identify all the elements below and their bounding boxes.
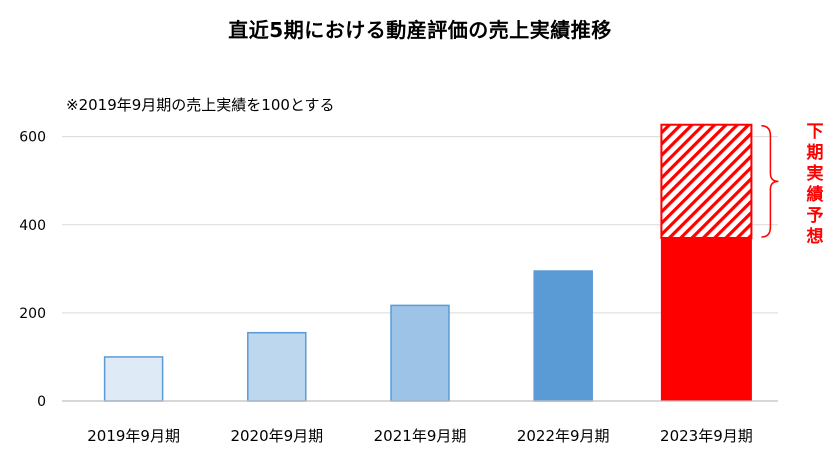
chart-note: ※2019年9月期の売上実績を100とする (66, 96, 335, 114)
annotation (761, 124, 779, 238)
y-tick-label: 400 (19, 218, 46, 234)
x-tick-label: 2022年9月期 (517, 427, 610, 445)
y-tick-label: 200 (19, 306, 46, 322)
bar (247, 331, 307, 402)
forecast-annotation-char: 実 (806, 164, 824, 184)
bar (390, 304, 450, 402)
x-tick-label: 2019年9月期 (87, 427, 180, 445)
bar-forecast-segment (660, 123, 753, 239)
forecast-annotation-label: 下期実績予想 (798, 122, 832, 248)
forecast-annotation-char: 想 (806, 227, 824, 247)
bars (103, 123, 753, 402)
x-tick-label: 2020年9月期 (230, 427, 323, 445)
forecast-annotation-char: 予 (806, 206, 824, 226)
x-tick-label: 2023年9月期 (660, 427, 753, 445)
axes: 0 200 400 600 2019年9月期 2020年9月期 2021年9月期 2022年9… (19, 130, 778, 445)
bar (533, 270, 593, 402)
forecast-annotation-char: 期 (806, 143, 824, 163)
forecast-annotation-char: 下 (806, 122, 824, 142)
bar (660, 237, 752, 402)
forecast-brace (761, 124, 779, 238)
y-tick-label: 600 (19, 130, 46, 146)
forecast-annotation-char: 績 (806, 185, 824, 205)
chart-title: 直近5期における動産評価の売上実績推移 (228, 18, 612, 42)
y-tick-label: 0 (37, 394, 46, 410)
x-tick-label: 2021年9月期 (374, 427, 467, 445)
bar (103, 356, 164, 402)
